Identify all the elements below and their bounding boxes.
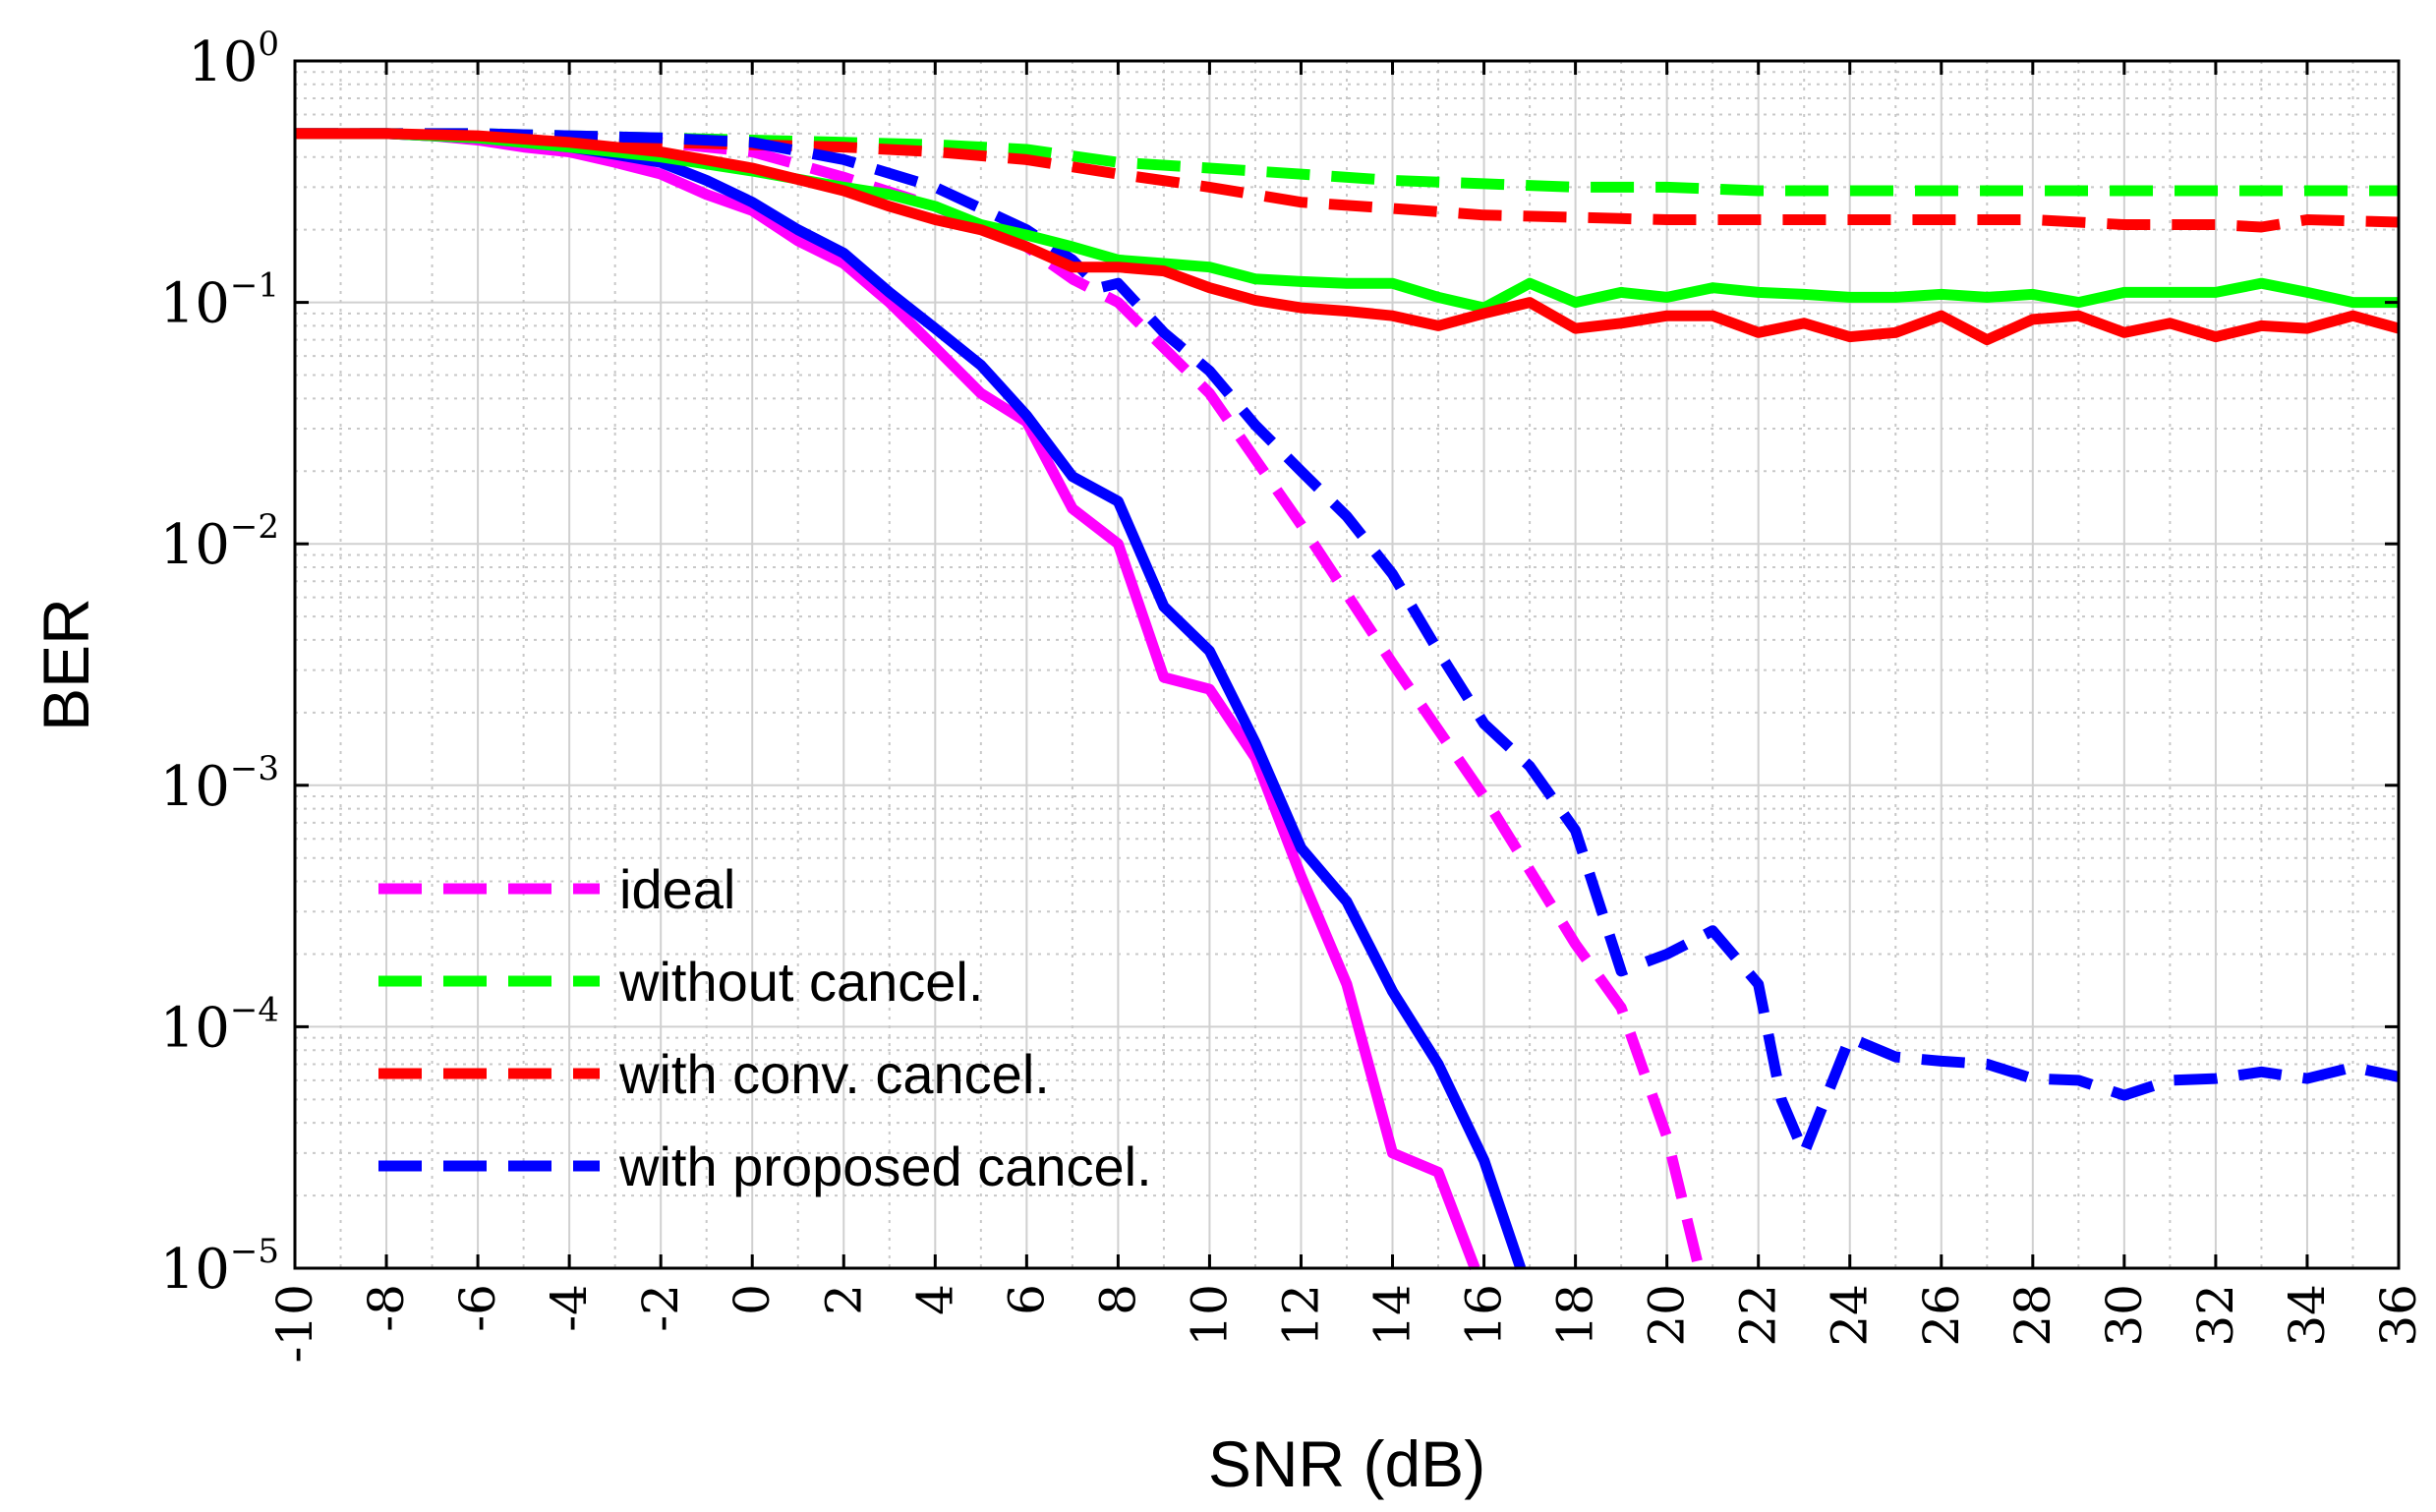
x-tick-label: -4 [541,1284,598,1332]
y-tick-exponent: −2 [230,507,279,547]
legend: ideal without cancel. with conv. cancel. wi… [378,858,1152,1197]
x-tick-label: 2 [815,1284,872,1315]
series-line-6 [295,128,2399,314]
x-axis-ticks: -10 -8 -6 -4 -2 0 2 4 6 8 10 12 14 16 18 20 22 24 26 28 30 32… [266,61,2427,1364]
x-tick-label: 24 [1822,1284,1879,1347]
x-tick-label: 30 [2096,1284,2153,1347]
y-tick-label: 100 [188,25,279,94]
y-tick-label: 10−4 [160,990,279,1060]
x-tick-label: 20 [1639,1284,1696,1347]
plot-frame [293,59,2401,1270]
x-tick-label: 18 [1547,1284,1604,1347]
x-tick-label: -8 [358,1284,415,1332]
x-tick-label: -6 [449,1284,506,1332]
x-tick-label: 16 [1456,1284,1513,1347]
y-tick-base: 10 [160,755,230,819]
x-tick-label: 28 [2004,1284,2061,1347]
x-tick-label: 8 [1089,1284,1146,1315]
y-tick-base: 10 [160,513,230,577]
x-tick-label: 34 [2279,1284,2336,1347]
legend-label: with conv. cancel. [618,1043,1050,1105]
y-tick-exponent: 0 [258,25,279,64]
legend-label: with proposed cancel. [618,1135,1152,1197]
y-tick-exponent: −5 [230,1232,279,1271]
y-tick-label: 10−1 [160,266,279,336]
x-axis-label: SNR (dB) [1208,1427,1485,1500]
y-tick-label: 10−3 [160,749,279,819]
legend-label: without cancel. [618,951,983,1013]
y-tick-base: 10 [160,996,230,1060]
y-tick-exponent: −4 [230,990,279,1029]
x-tick-label: 6 [998,1284,1055,1315]
x-tick-label: 22 [1730,1284,1787,1347]
series-layer [295,128,2401,1270]
y-tick-base: 10 [188,30,258,94]
y-axis-label: BER [29,598,102,731]
x-tick-label: 36 [2370,1284,2427,1347]
x-tick-label: 32 [2187,1284,2244,1347]
x-tick-label: 12 [1272,1284,1329,1347]
y-tick-label: 10−2 [160,507,279,577]
series-line-7 [295,128,2401,346]
series-line-3 [295,128,2401,1159]
x-tick-label: 10 [1181,1284,1238,1347]
x-tick-label: 4 [906,1284,963,1315]
x-tick-label: -2 [632,1284,689,1332]
x-tick-label: 0 [724,1284,781,1315]
x-tick-label: 26 [1913,1284,1970,1347]
legend-label: ideal [619,858,735,920]
x-tick-label: 14 [1364,1284,1421,1347]
y-tick-exponent: −3 [230,749,279,788]
y-tick-exponent: −1 [230,266,279,306]
y-tick-base: 10 [160,1238,230,1302]
y-tick-label: 10−5 [160,1232,279,1302]
x-tick-label: -10 [266,1284,323,1364]
y-tick-base: 10 [160,272,230,336]
